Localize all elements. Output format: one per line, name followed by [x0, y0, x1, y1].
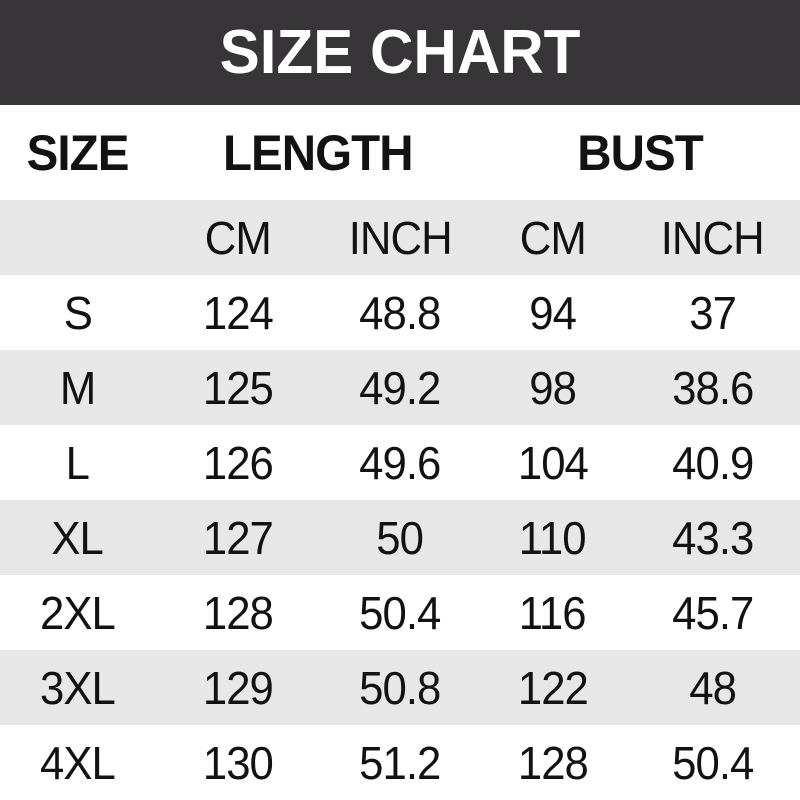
size-cell: 4XL — [40, 736, 116, 789]
table-row-3xl: 3XL 129 50.8 122 48 — [0, 650, 800, 725]
unit-header-length-inch: INCH — [348, 211, 452, 264]
length-inch-cell: 51.2 — [359, 736, 441, 789]
size-chart-table: SIZE LENGTH BUST CM INCH CM INCH S 124 4… — [0, 105, 800, 800]
unit-header-length-cm: CM — [204, 211, 272, 264]
bust-inch-cell: 50.4 — [671, 736, 754, 789]
bust-inch-cell: 38.6 — [671, 361, 754, 414]
table-row-s: S 124 48.8 94 37 — [0, 275, 800, 350]
length-cm-cell: 126 — [202, 436, 274, 489]
bust-cm-cell: 94 — [529, 286, 577, 339]
length-cm-cell: 128 — [202, 586, 274, 639]
bust-inch-cell: 43.3 — [671, 511, 754, 564]
bust-cm-cell: 110 — [518, 511, 587, 564]
bust-cm-cell: 116 — [518, 586, 587, 639]
table-row-4xl: 4XL 130 51.2 128 50.4 — [0, 725, 800, 800]
length-inch-cell: 50 — [376, 511, 425, 564]
size-cell: L — [65, 436, 90, 489]
bust-inch-cell: 45.7 — [671, 586, 754, 639]
bust-inch-cell: 37 — [689, 286, 737, 339]
table-row-2xl: 2XL 128 50.4 116 45.7 — [0, 575, 800, 650]
bust-cm-cell: 98 — [529, 361, 577, 414]
length-inch-cell: 49.6 — [359, 436, 441, 489]
unit-header-empty — [0, 200, 155, 275]
length-inch-cell: 48.8 — [359, 286, 441, 339]
page-title: SIZE CHART — [219, 18, 581, 87]
length-cm-cell: 129 — [202, 661, 274, 714]
length-cm-cell: 124 — [202, 286, 274, 339]
table-row-m: M 125 49.2 98 38.6 — [0, 350, 800, 425]
size-chart-banner: SIZE CHART — [0, 0, 800, 105]
table-row-l: L 126 49.6 104 40.9 — [0, 425, 800, 500]
bust-cm-cell: 128 — [517, 736, 588, 789]
size-cell: 2XL — [40, 586, 116, 639]
length-inch-cell: 50.4 — [359, 586, 441, 639]
length-inch-cell: 49.2 — [359, 361, 441, 414]
length-inch-cell: 50.8 — [359, 661, 441, 714]
bust-cm-cell: 122 — [517, 661, 588, 714]
bust-cm-cell: 104 — [517, 436, 588, 489]
unit-header-bust-cm: CM — [519, 211, 586, 264]
size-cell: XL — [51, 511, 105, 564]
column-header-bust: BUST — [577, 124, 703, 181]
length-cm-cell: 127 — [202, 511, 274, 564]
size-cell: M — [59, 361, 96, 414]
column-header-size: SIZE — [26, 124, 130, 181]
column-header-length: LENGTH — [222, 124, 414, 181]
size-cell: S — [63, 286, 92, 339]
unit-header-bust-inch: INCH — [660, 211, 765, 264]
length-cm-cell: 130 — [202, 736, 274, 789]
unit-header-row: CM INCH CM INCH — [0, 200, 800, 275]
bust-inch-cell: 48 — [689, 661, 737, 714]
group-header-row: SIZE LENGTH BUST — [0, 105, 800, 200]
table-row-xl: XL 127 50 110 43.3 — [0, 500, 800, 575]
bust-inch-cell: 40.9 — [671, 436, 754, 489]
size-cell: 3XL — [40, 661, 116, 714]
length-cm-cell: 125 — [202, 361, 274, 414]
